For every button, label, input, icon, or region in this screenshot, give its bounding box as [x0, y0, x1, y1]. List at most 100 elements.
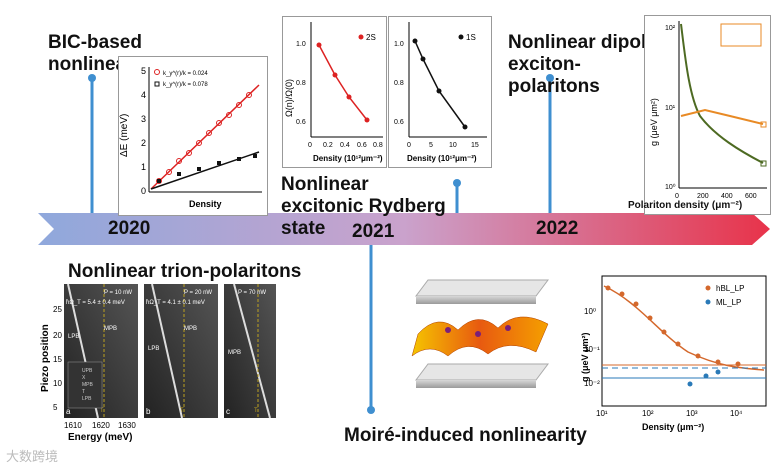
trion-a-lpb: LPB [68, 334, 79, 340]
trion-xlabel: Energy (meV) [68, 432, 132, 443]
ryd1s-xlabel: Density (10¹²μm⁻²) [407, 154, 477, 163]
trion-c-t: T [254, 408, 258, 414]
trion-c-mpb: MPB [228, 350, 241, 356]
ryd2s-ytick-1: 0.8 [296, 80, 306, 87]
ryd2s-label: 2S [366, 33, 376, 42]
ryd2s-xlabel: Density (10¹²μm⁻²) [313, 154, 383, 163]
trion-ylabel: Piezo position [40, 324, 51, 392]
topic-rydberg: Nonlinear excitonic Rydberg state [281, 174, 446, 239]
trion-inset-1: X [82, 375, 86, 381]
moire-xtick-1: 10² [642, 409, 654, 418]
moire-ytick-1: 10⁻¹ [584, 345, 600, 354]
ryd2s-ylabel: Ω(n)/Ω(0) [284, 79, 294, 117]
ryd1s-xtick-1: 5 [429, 142, 433, 149]
trion-ytick-2: 15 [53, 355, 62, 364]
trion-xtick-2: 1630 [118, 421, 136, 430]
ryd1s-label: 1S [466, 33, 476, 42]
bic-points-black [157, 154, 257, 183]
bic-chart: ΔE (meV) 0 1 2 3 4 5 k_y^(r)/k = 0.024 k… [118, 56, 268, 216]
trion-ytick-3: 10 [53, 379, 62, 388]
trion-b-power: P = 20 nW [184, 290, 212, 296]
bic-points-red [156, 92, 252, 184]
trion-b-lpb: LPB [148, 346, 159, 352]
ryd1s-ytick-1: 0.8 [394, 80, 404, 87]
trion-a-letter: a [66, 407, 71, 416]
trion-a-g: ħΩ_T = 5.4 ± 0.4 meV [66, 300, 125, 306]
bic-ytick-1: 1 [141, 162, 146, 172]
moire-legend-0: hBL_LP [716, 284, 744, 293]
dipolar-ytick-0: 10⁰ [665, 183, 676, 191]
dipolar-ylabel: g (μeV μm²) [649, 98, 659, 146]
bic-ytick-2: 2 [141, 138, 146, 148]
trion-a-power: P = 10 nW [104, 290, 132, 296]
trion-a-mpb: MPB [104, 326, 117, 332]
year-2021: 2021 [352, 221, 395, 242]
trion-inset-3: T [82, 389, 85, 395]
topic-trion: Nonlinear trion-polaritons [68, 261, 302, 282]
ryd2s-xtick-0: 0 [308, 142, 312, 149]
trion-b-t: T [180, 408, 184, 414]
rydberg-2s-chart: Ω(n)/Ω(0) 1.0 0.8 0.6 2S 0 0.2 0.4 0.6 0… [282, 16, 387, 168]
moire-ytick-2: 10⁻² [584, 379, 600, 388]
dipolar-xlabel: Polariton density (μm⁻²) [628, 200, 743, 211]
ryd1s-xtick-2: 10 [449, 142, 457, 149]
trion-a-t: T [100, 408, 104, 414]
dipolar-xtick-2: 400 [721, 193, 733, 200]
year-2020: 2020 [108, 218, 151, 239]
trion-ytick-0: 25 [53, 305, 62, 314]
moire-xtick-2: 10³ [686, 409, 698, 418]
moire-ytick-0: 10⁰ [584, 307, 596, 316]
dipolar-xtick-3: 600 [745, 193, 757, 200]
bic-ytick-4: 4 [141, 90, 146, 100]
moire-legend-1: ML_LP [716, 298, 741, 307]
ryd2s-ytick-2: 1.0 [296, 41, 306, 48]
topic-moire: Moiré-induced nonlinearity [344, 425, 587, 446]
ryd1s-line [414, 40, 466, 128]
bic-ytick-3: 3 [141, 114, 146, 124]
trion-inset-4: LPB [82, 396, 92, 402]
dipolar-ytick-1: 10¹ [665, 105, 676, 112]
trion-b-mpb: MPB [184, 326, 197, 332]
watermark: 大数跨境 [6, 449, 59, 464]
moire-points-hbl [605, 285, 741, 367]
topic-dipolar: Nonlinear dipolar exciton-polaritons [508, 32, 665, 97]
year-2022: 2022 [536, 218, 579, 239]
trion-ytick-4: 5 [53, 403, 58, 412]
ryd2s-line [318, 44, 368, 121]
moire-xlabel: Density (μm⁻²) [642, 422, 704, 432]
trion-b-letter: b [146, 407, 151, 416]
ryd2s-xtick-4: 0.8 [373, 142, 383, 149]
moire-xtick-0: 10¹ [596, 409, 608, 418]
trion-chart: Piezo position 25 20 15 10 5 a P = 10 nW… [38, 282, 278, 452]
bic-legend-1: k_y^(r)/k = 0.078 [163, 82, 208, 88]
trion-xtick-1: 1620 [92, 421, 110, 430]
ryd1s-xtick-3: 15 [471, 142, 479, 149]
trion-inset-0: UPB [82, 368, 93, 374]
bic-ytick-5: 5 [141, 66, 146, 76]
moire-chart: g (μeV μm²) 10⁰ 10⁻¹ 10⁻² hBL_LP ML_LP 1… [578, 272, 770, 448]
bic-legend-0: k_y^(r)/k = 0.024 [163, 71, 208, 77]
timeline-arrow [38, 213, 770, 245]
ryd1s-ytick-2: 1.0 [394, 41, 404, 48]
ryd2s-ytick-0: 0.6 [296, 119, 306, 126]
trion-c-power: P = 70 nW [238, 290, 266, 296]
bic-ytick-0: 0 [141, 186, 146, 196]
trion-ytick-1: 20 [53, 331, 62, 340]
ryd1s-xtick-0: 0 [407, 142, 411, 149]
moire-points-ml [687, 369, 721, 387]
bic-fit-red [150, 84, 260, 190]
moire-curve-hbl [603, 285, 765, 371]
dipolar-curve-orange [680, 108, 764, 125]
moire-xtick-3: 10⁴ [730, 409, 743, 418]
bic-xlabel: Density [189, 199, 222, 209]
ryd2s-xtick-2: 0.4 [340, 142, 350, 149]
dipolar-chart: g (μeV μm²) 10² 10¹ 10⁰ 0 200 400 600 [644, 15, 771, 215]
trion-b-g: ħΩ_T = 4.1 ± 0.1 meV [146, 300, 205, 306]
ryd2s-xtick-3: 0.6 [357, 142, 367, 149]
trion-c-letter: c [226, 407, 230, 416]
moire-illustration [411, 279, 549, 388]
dipolar-xtick-0: 0 [675, 193, 679, 200]
moire-ylabel: g (μeV μm²) [580, 332, 590, 382]
ryd2s-xtick-1: 0.2 [323, 142, 333, 149]
